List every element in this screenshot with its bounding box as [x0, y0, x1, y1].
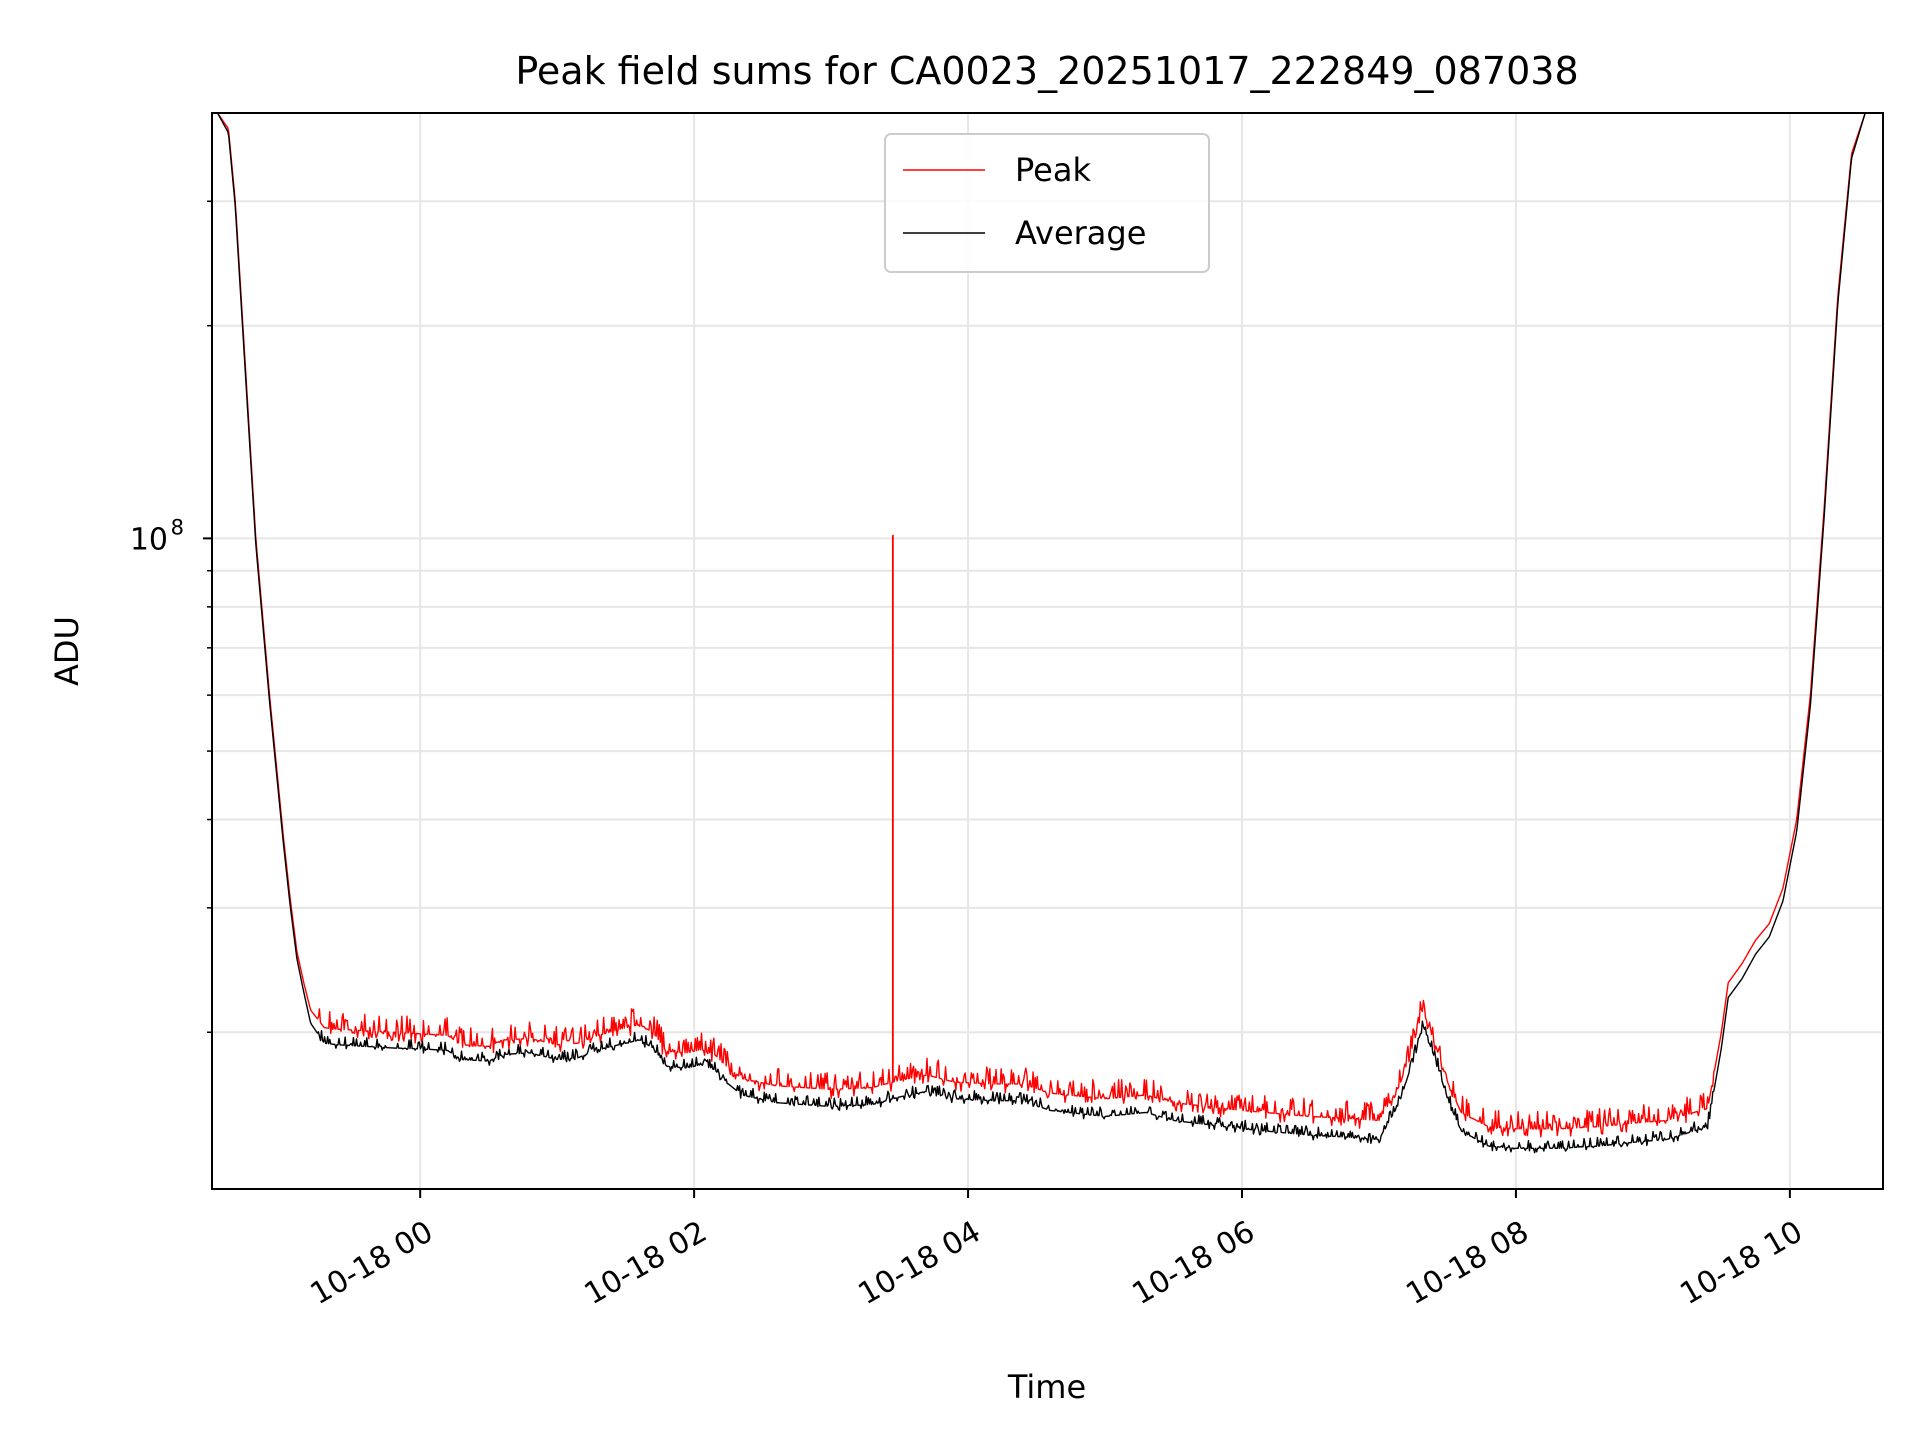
- plot-lines: [216, 113, 1866, 1154]
- grid-lines: [212, 113, 1883, 1189]
- series-line-peak: [216, 113, 1866, 1138]
- y-tick-label-base: 10: [130, 522, 168, 557]
- series-line-average: [216, 113, 1866, 1154]
- legend-peak-label: Peak: [1015, 151, 1091, 189]
- legend-box: [884, 133, 1210, 273]
- legend-average-label: Average: [1015, 214, 1146, 252]
- y-tick-label-exponent: 8: [171, 515, 184, 539]
- chart-title: Peak field sums for CA0023_20251017_2228…: [515, 49, 1578, 93]
- x-axis-label: Time: [1007, 1368, 1086, 1406]
- legend: Peak Average: [884, 133, 1210, 273]
- plot-frame: [211, 112, 1884, 1190]
- y-axis-label: ADU: [48, 616, 86, 686]
